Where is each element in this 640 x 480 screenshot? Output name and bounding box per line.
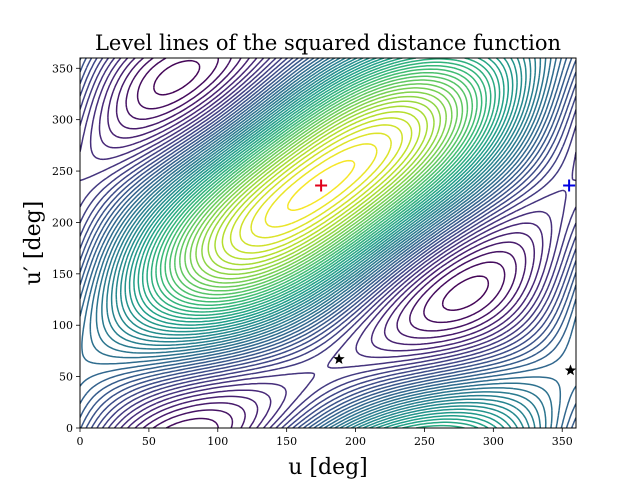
minimum-2-marker — [564, 364, 576, 376]
contour-level — [159, 64, 483, 306]
contour-lines — [80, 58, 576, 428]
contour-level — [155, 61, 487, 310]
y-tick-label: 350 — [52, 62, 73, 75]
contour-level — [214, 105, 428, 266]
contour-level — [80, 58, 576, 428]
contour-level — [207, 100, 435, 271]
contour-level — [89, 58, 553, 428]
contour-level — [195, 91, 447, 280]
y-tick-label: 150 — [52, 268, 73, 281]
contour-level — [286, 159, 356, 212]
contour-level — [179, 79, 464, 292]
contour-level — [189, 87, 453, 284]
contour-level — [80, 58, 576, 428]
y-tick-label: 200 — [52, 216, 73, 229]
x-tick-label: 100 — [207, 435, 228, 448]
contour-level — [239, 124, 403, 247]
contour-level — [264, 143, 378, 228]
contour-level — [95, 58, 547, 428]
contour-level — [80, 58, 576, 428]
y-tick-label: 300 — [52, 114, 73, 127]
x-tick-label: 300 — [483, 435, 504, 448]
plot-frame — [79, 57, 577, 429]
contour-level — [125, 58, 517, 428]
x-tick-label: 150 — [276, 435, 297, 448]
contour-level — [136, 58, 506, 428]
x-tick-label: 0 — [77, 435, 84, 448]
y-tick-label: 0 — [66, 422, 73, 435]
contour-level — [80, 58, 576, 428]
x-tick-label: 350 — [552, 435, 573, 448]
x-tick-label: 200 — [345, 435, 366, 448]
y-axis-ticks: 0 50 100 150 200 250 300 350 — [52, 62, 80, 435]
contour-level — [110, 58, 532, 428]
contour-level — [250, 132, 392, 239]
y-tick-label: 250 — [52, 165, 73, 178]
contour-level — [184, 83, 458, 288]
contour-level — [153, 59, 490, 311]
contour-level — [80, 58, 576, 428]
contour-level — [169, 71, 474, 299]
chart-title: Level lines of the squared distance func… — [95, 31, 561, 55]
maximum-marker — [315, 179, 328, 192]
contour-level — [229, 117, 413, 254]
x-tick-label: 250 — [414, 435, 435, 448]
contour-level — [98, 58, 544, 428]
x-axis-ticks: 0 50 100 150 200 250 300 350 — [77, 428, 573, 448]
contour-level — [80, 58, 576, 428]
contour-level — [89, 58, 553, 428]
y-tick-label: 100 — [52, 319, 73, 332]
contour-level — [150, 58, 492, 313]
x-axis-label: u [deg] — [288, 455, 368, 480]
markers — [315, 179, 576, 376]
x-tick-label: 50 — [142, 435, 156, 448]
y-axis-label: u′ [deg] — [21, 201, 46, 286]
contour-level — [106, 58, 537, 428]
contour-level — [164, 68, 478, 303]
contour-level — [115, 58, 527, 428]
minimum-1-marker — [333, 353, 345, 364]
y-tick-label: 50 — [59, 371, 73, 384]
contour-level — [201, 95, 442, 276]
contour-level — [174, 75, 469, 296]
contour-level — [221, 111, 421, 260]
saddle-marker — [563, 179, 576, 192]
